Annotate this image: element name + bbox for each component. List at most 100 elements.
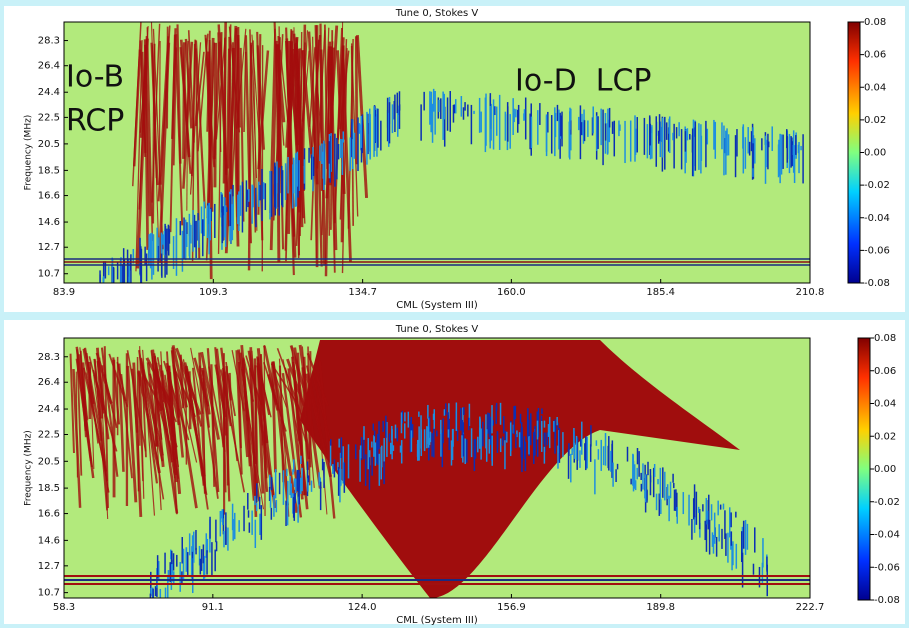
spectrum-streak — [269, 28, 276, 214]
y-tick-label: 28.3 — [38, 352, 60, 363]
spectrum-streak — [175, 347, 202, 415]
x-tick-label: 210.8 — [796, 287, 825, 298]
spectrum-streak — [307, 346, 311, 486]
spectrum-streak — [311, 373, 333, 448]
spectrum-streak — [275, 44, 286, 123]
spectrum-streak — [220, 347, 232, 427]
spectrum-streak — [157, 36, 170, 202]
colorbar-tick-label: -0.06 — [874, 562, 900, 573]
spectrum-streak — [244, 35, 252, 244]
colorbar-tick-label: -0.04 — [874, 530, 900, 541]
spectrum-streak — [206, 30, 211, 132]
colorbar-tick-label: -0.02 — [864, 180, 890, 191]
spectrum-streak — [158, 41, 161, 185]
spectrum-streak — [142, 349, 156, 516]
spectrum-streak — [286, 358, 306, 407]
y-tick-label: 12.7 — [38, 242, 60, 253]
y-tick-label: 16.6 — [38, 191, 60, 202]
spectrum-streak — [339, 39, 348, 220]
colorbar-tick-label: -0.06 — [864, 245, 890, 256]
colorbar-tick-label: 0.04 — [874, 399, 896, 410]
spectrum-streak — [169, 34, 176, 233]
colorbar-tick-label: 0.02 — [874, 431, 896, 442]
colorbar — [857, 337, 871, 601]
spectrum-streak — [247, 350, 275, 498]
x-axis-label: CML (System III) — [396, 615, 478, 626]
spectrum-streak — [96, 347, 104, 419]
spectrum-streak — [285, 27, 295, 276]
spectrum-streak — [318, 360, 336, 519]
spectrum-streak — [151, 23, 161, 203]
spectrum-streak — [214, 347, 225, 448]
spectrum-streak — [190, 347, 204, 414]
chart-title: Tune 0, Stokes V — [395, 324, 479, 335]
spectrum-streak — [305, 373, 333, 478]
colorbar-tick-label: 0.04 — [864, 82, 886, 93]
spectrum-streak — [201, 370, 211, 428]
y-tick-label: 24.4 — [38, 87, 60, 98]
x-tick-label: 109.3 — [199, 287, 228, 298]
y-tick-label: 26.4 — [38, 61, 60, 72]
spectrum-streak — [132, 362, 143, 517]
y-tick-label: 28.3 — [38, 36, 60, 47]
spectrum-streak — [289, 345, 312, 409]
spectrum-streak — [307, 31, 319, 185]
colorbar-tick-label: 0.08 — [864, 17, 886, 28]
spectrum-streak — [137, 370, 161, 474]
plot-frame — [63, 337, 811, 599]
chart-title: Tune 0, Stokes V — [395, 8, 479, 19]
spectrogram — [64, 340, 810, 598]
spectrum-streak — [160, 370, 175, 437]
spectrum-streak — [171, 344, 188, 408]
x-tick-label: 185.4 — [646, 287, 675, 298]
spectrum-streak — [179, 47, 192, 174]
spectrum-streak — [224, 25, 238, 254]
spectrum-streak — [222, 22, 227, 184]
spectrum-streak — [306, 352, 329, 407]
spectrum-streak — [72, 368, 82, 508]
colorbar-tick-label: -0.08 — [864, 278, 890, 289]
spectrum-streak — [287, 40, 299, 146]
spectrum-streak — [198, 365, 219, 499]
spectrum-streak — [197, 33, 209, 152]
spectrum-streak — [239, 352, 261, 502]
spectrum-streak — [189, 42, 202, 195]
y-tick-label: 14.6 — [38, 535, 60, 546]
spectrum-streak — [224, 48, 231, 210]
y-tick-label: 12.7 — [38, 561, 60, 572]
spectrum-streak — [208, 39, 214, 212]
spectrum-streak — [249, 29, 257, 233]
spectrum-streak — [350, 43, 359, 217]
x-tick-label: 189.8 — [646, 602, 675, 613]
spectrum-streak — [151, 43, 156, 224]
y-tick-label: 18.5 — [38, 483, 60, 494]
spectrum-streak — [126, 365, 138, 503]
y-tick-label: 26.4 — [38, 377, 60, 388]
y-tick-label: 14.6 — [38, 217, 60, 228]
spectrum-streak — [321, 27, 330, 236]
spectrum-streak — [309, 46, 316, 127]
spectrum-streak — [271, 362, 277, 473]
x-tick-label: 134.7 — [348, 287, 377, 298]
colorbar-tick-label: 0.06 — [874, 366, 896, 377]
x-axis-label: CML (System III) — [396, 300, 478, 311]
y-tick-label: 22.5 — [38, 112, 60, 123]
y-tick-label: 22.5 — [38, 429, 60, 440]
spectrum-streak — [273, 22, 281, 168]
spectrum-blob — [300, 340, 740, 598]
spectrum-streak — [135, 40, 143, 272]
plot-frame — [63, 21, 811, 284]
annotation: Io-B — [66, 60, 124, 95]
x-tick-label: 222.7 — [796, 602, 825, 613]
spectrum-streak — [287, 368, 304, 500]
y-tick-label: 20.5 — [38, 139, 60, 150]
x-tick-label: 58.3 — [53, 602, 75, 613]
colorbar-tick-label: -0.02 — [874, 497, 900, 508]
spectrum-streak — [117, 363, 125, 472]
y-tick-label: 16.6 — [38, 509, 60, 520]
spectrum-streak — [223, 371, 231, 502]
spectrum-streak — [132, 22, 142, 187]
annotation: Io-D LCP — [515, 64, 652, 99]
spectrum-streak — [235, 350, 243, 475]
